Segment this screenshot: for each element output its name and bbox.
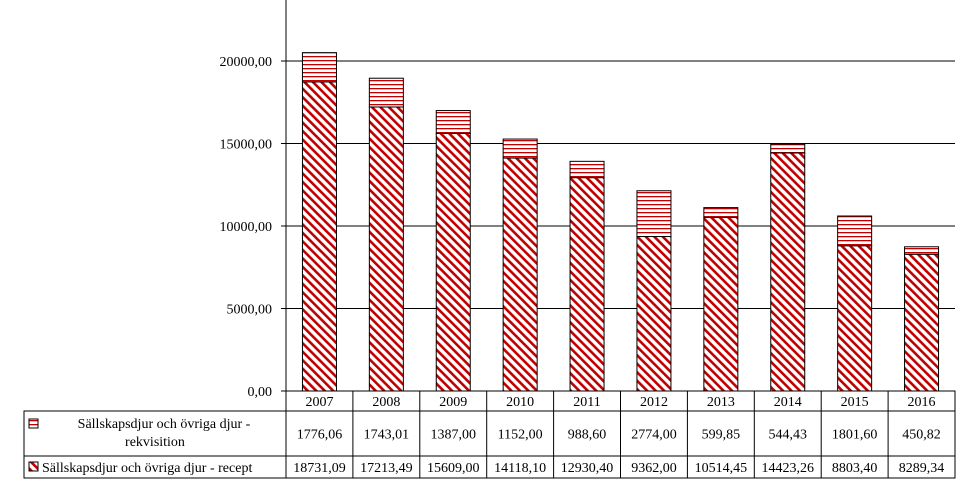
bars [301,52,940,392]
category-label: 2014 [774,395,802,410]
value-rekvisition: 599,85 [702,428,741,443]
bar-recept [703,217,739,392]
category-label: 2012 [640,395,668,410]
value-rekvisition: 988,60 [568,428,607,443]
bar-recept [502,157,538,392]
value-rekvisition: 1152,00 [498,428,543,443]
bar-rekvisition [636,190,672,238]
bar-rekvisition [770,143,806,154]
bar-rekvisition [301,52,337,83]
bar-recept [770,152,806,392]
value-rekvisition: 1387,00 [431,428,477,443]
legend-key-recept [28,461,39,472]
category-label: 2007 [305,395,333,410]
bar-recept [435,132,471,392]
bar-rekvisition [703,207,739,219]
y-axis: 0,00 5000,00 10000,00 15000,00 20000,00 [220,0,287,400]
y-tick-label: 20000,00 [220,55,273,70]
value-rekvisition: 1801,60 [832,428,878,443]
value-recept: 12930,40 [561,461,614,476]
bar-rekvisition [502,138,538,159]
bar-rekvisition [569,160,605,179]
value-rekvisition: 544,43 [769,428,808,443]
value-recept: 8803,40 [832,461,878,476]
legend-key-rekvisition [28,418,39,429]
y-tick-label: 15000,00 [220,138,273,153]
category-label: 2013 [707,395,735,410]
category-label: 2009 [439,395,467,410]
category-label: 2010 [506,395,534,410]
value-rekvisition: 1776,06 [297,428,343,443]
y-tick-label: 5000,00 [227,303,273,318]
y-tick-label: 0,00 [248,385,273,400]
legend-label-recept: Sällskapsdjur och övriga djur - recept [42,461,252,476]
bar-rekvisition [368,77,404,108]
value-rekvisition: 450,82 [902,428,941,443]
y-tick-label: 10000,00 [220,220,273,235]
legend-label-rekvisition-line2: rekvisition [125,435,185,450]
category-label: 2015 [841,395,869,410]
data-table: 2007 2008 2009 2010 2011 2012 2013 2014 2015 2016… [23,390,956,479]
value-recept: 14423,26 [762,461,815,476]
bar-rekvisition [435,110,471,134]
bar-rekvisition [904,246,940,255]
value-recept: 17213,49 [360,461,413,476]
value-rekvisition: 1743,01 [364,428,410,443]
value-recept: 15609,00 [427,461,480,476]
value-recept: 18731,09 [293,461,346,476]
legend-label-rekvisition: Sällskapsdjur och övriga djur - [78,417,251,432]
category-label: 2011 [573,395,600,410]
bar-recept [837,245,873,392]
bar-recept [368,106,404,392]
bar-rekvisition [837,215,873,247]
bar-recept [301,81,337,392]
value-recept: 10514,45 [695,461,748,476]
value-recept: 14118,10 [494,461,546,476]
value-recept: 9362,00 [631,461,677,476]
category-label: 2016 [908,395,936,410]
bar-recept [636,236,672,392]
bar-recept [569,177,605,392]
value-rekvisition: 2774,00 [631,428,677,443]
category-label: 2008 [372,395,400,410]
value-recept: 8289,34 [899,461,945,476]
bar-recept [904,253,940,392]
